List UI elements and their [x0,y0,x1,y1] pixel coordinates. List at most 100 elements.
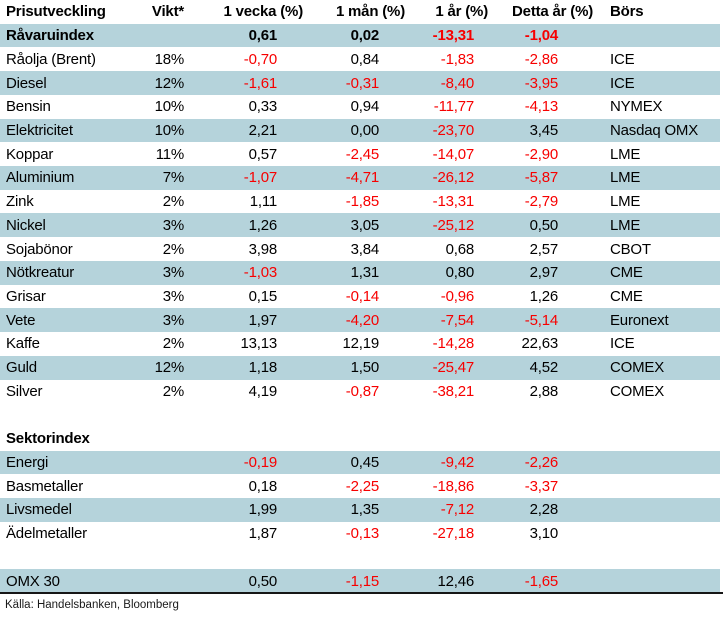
value-1-week: 13,13 [240,335,277,353]
value-1-month: 3,05 [350,216,380,234]
column-header-year: 1 år (%) [435,3,488,21]
table-body: Råvaruindex 0,61 0,02 -13,31 -1,04 Råolja (Br… [0,23,723,593]
value-ytd: 2,97 [529,264,559,282]
value-1-week: 0,33 [248,98,278,116]
value-1-month: 0,02 [350,27,380,45]
column-header-weight: Vikt* [151,3,184,21]
row-label: Nickel [6,216,46,234]
value-1-month: -0,14 [345,287,379,305]
value-1-year: 12,46 [437,572,474,590]
value-1-week: 1,11 [249,193,277,211]
exchange-cell: CBOT [610,240,651,258]
value-ytd: -2,79 [524,193,558,211]
value-1-year: -14,07 [432,145,475,163]
row-label: Ädelmetaller [6,525,87,543]
value-ytd: 3,45 [529,121,559,139]
weight-cell: 10% [154,98,185,116]
table-row: Ädelmetaller 1,87 -0,13 -27,18 3,10 [0,522,720,546]
table-row: OMX 30 0,50 -1,15 12,46 -1,65 [0,569,720,593]
table-row: Basmetaller 0,18 -2,25 -18,86 -3,37 [0,474,720,498]
value-1-week: 1,87 [248,525,278,543]
value-ytd: -2,86 [524,50,558,68]
exchange-cell: ICE [610,335,635,353]
value-ytd: 22,63 [521,335,558,353]
column-header-exchange: Börs [610,3,644,21]
weight-cell: 12% [154,359,185,377]
value-1-year: 0,68 [445,240,475,258]
source-note: Källa: Handelsbanken, Bloomberg [5,599,179,611]
weight-cell: 11% [155,145,185,163]
weight-cell: 10% [154,121,185,139]
row-label: Nötkreatur [6,264,75,282]
exchange-cell: LME [610,216,641,234]
exchange-cell: CME [610,287,643,305]
value-1-week: 4,19 [248,382,278,400]
value-1-week: 3,98 [248,240,278,258]
table-header-row: Prisutveckling Vikt* 1 vecka (%) 1 mån (… [0,0,720,24]
row-label: OMX 30 [6,572,60,590]
value-ytd: -1,04 [524,27,558,45]
value-1-month: -4,71 [345,169,379,187]
value-ytd: 1,26 [529,287,559,305]
row-label: Råolja (Brent) [6,50,96,68]
exchange-cell: ICE [610,74,635,92]
value-1-week: 0,15 [248,287,278,305]
value-1-month: 3,84 [350,240,380,258]
value-1-week: 0,50 [248,572,278,590]
exchange-cell: CME [610,264,643,282]
table-row: Sojabönor 2% 3,98 3,84 0,68 2,57 CBOT [0,237,720,261]
table-row: Nötkreatur 3% -1,03 1,31 0,80 2,97 CME [0,260,720,285]
exchange-cell: LME [610,193,641,211]
weight-cell: 3% [162,287,184,305]
weight-cell: 12% [154,74,185,92]
value-1-week: 0,61 [248,27,278,45]
weight-cell: 3% [162,311,184,329]
value-1-month: 1,35 [350,501,380,519]
value-ytd: -1,65 [524,572,558,590]
value-ytd: 4,52 [529,359,559,377]
value-1-month: -2,45 [345,145,379,163]
value-1-year: -25,12 [432,216,475,234]
table-row: Koppar 11% 0,57 -2,45 -14,07 -2,90 LME [0,142,720,166]
column-header-month: 1 mån (%) [335,3,405,21]
value-1-year: -23,70 [432,121,475,139]
exchange-cell: ICE [610,50,635,68]
row-label: Basmetaller [6,477,83,495]
row-label: Livsmedel [6,501,72,519]
row-label: Sojabönor [6,240,73,258]
value-ytd: 2,57 [529,240,559,258]
value-1-year: -8,40 [440,74,474,92]
value-ytd: -5,87 [524,169,558,187]
row-label: Guld [6,359,37,377]
table-row: Guld 12% 1,18 1,50 -25,47 4,52 COMEX [0,355,720,380]
value-1-week: -1,61 [243,74,277,92]
table-row: Diesel 12% -1,61 -0,31 -8,40 -3,95 ICE [0,71,720,95]
value-ytd: 3,10 [529,525,559,543]
row-label: Elektricitet [6,121,73,139]
value-1-month: -4,20 [345,311,379,329]
table-row: Silver 2% 4,19 -0,87 -38,21 2,88 COMEX [0,380,720,404]
value-ytd: 2,28 [529,501,559,519]
row-label: Energi [6,454,49,472]
table-row: Aluminium 7% -1,07 -4,71 -26,12 -5,87 LME [0,166,720,190]
spacer-row [0,546,720,570]
row-label: Grisar [6,287,46,305]
value-1-month: -0,13 [345,525,379,543]
value-1-week: 1,99 [248,501,278,519]
table-row: Nickel 3% 1,26 3,05 -25,12 0,50 LME [0,213,720,238]
exchange-cell: COMEX [610,359,665,377]
row-label: Kaffe [6,335,40,353]
table-row: Sektorindex [0,427,720,451]
value-1-month: -0,31 [345,74,379,92]
value-1-week: 2,21 [248,121,278,139]
row-label: Vete [6,311,36,329]
value-1-year: -13,31 [432,27,475,45]
value-ytd: -2,90 [524,145,558,163]
value-ytd: -4,13 [524,98,558,116]
value-ytd: -2,26 [524,454,558,472]
weight-cell: 3% [162,216,184,234]
value-1-week: 1,97 [248,311,278,329]
value-1-month: -1,85 [345,193,379,211]
weight-cell: 2% [162,193,184,211]
